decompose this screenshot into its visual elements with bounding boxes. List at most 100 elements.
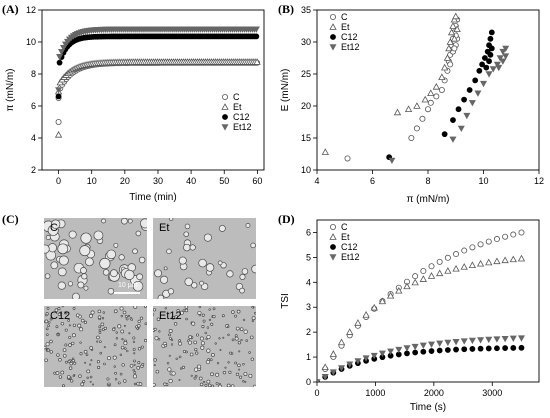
y-tick-label: 4 (306, 277, 311, 287)
droplet (68, 230, 77, 239)
droplet (83, 320, 88, 324)
droplet (46, 333, 49, 336)
droplet (75, 313, 80, 318)
droplet (143, 338, 147, 343)
droplet (72, 323, 77, 327)
data-point-c12 (494, 345, 500, 352)
y-tick-label: 2 (31, 165, 36, 175)
droplet (79, 327, 84, 332)
droplet (112, 355, 117, 360)
droplet (49, 339, 53, 344)
droplet (198, 258, 207, 268)
droplet (221, 314, 225, 318)
droplet (157, 294, 165, 299)
droplet (62, 353, 67, 358)
droplet (201, 313, 205, 317)
data-point-et12 (317, 379, 321, 382)
droplet (97, 309, 102, 314)
data-point-et (321, 363, 329, 370)
droplet (89, 375, 93, 379)
droplet (206, 348, 211, 353)
data-point-et12 (436, 340, 444, 347)
legend-marker-c (330, 13, 337, 20)
droplet (139, 316, 144, 320)
data-point-c (493, 236, 500, 243)
y-axis-label: E (mN/m) (280, 69, 291, 112)
series-c12 (317, 344, 525, 382)
droplet (178, 355, 182, 359)
droplet (153, 308, 157, 312)
droplet (182, 309, 186, 312)
droplet (62, 348, 67, 352)
droplet (193, 340, 197, 345)
droplet (251, 316, 256, 321)
droplet (103, 326, 107, 330)
droplet (234, 336, 239, 341)
droplet (198, 376, 203, 381)
data-point-et12 (56, 54, 64, 61)
droplet (243, 372, 248, 376)
droplet (133, 363, 136, 366)
droplet (208, 308, 211, 311)
data-point-et12 (449, 136, 457, 143)
data-point-et (449, 22, 457, 29)
data-point-c12 (436, 347, 443, 354)
droplet (81, 273, 88, 280)
legend-label-c12: C12 (341, 242, 358, 252)
droplet (127, 218, 133, 224)
droplet (68, 366, 73, 370)
data-point-c (408, 134, 415, 141)
chart-b-dilational-modulus: 4 6 8 10 12 10 15 20 25 30 35 π (mN/m) E (mN/m) CEtC1… (280, 5, 544, 205)
x-tick-label: 50 (219, 176, 229, 186)
data-point-et (393, 108, 402, 116)
droplet (107, 288, 115, 295)
droplet (67, 359, 71, 363)
droplet (178, 378, 181, 381)
droplet (68, 343, 72, 347)
droplet (189, 352, 194, 357)
droplet (132, 280, 144, 292)
droplet (206, 379, 211, 384)
y-tick-label: 3 (306, 302, 311, 312)
droplet (212, 314, 216, 319)
micrograph-label: C (50, 222, 58, 234)
legend-label-et12: Et12 (341, 42, 360, 52)
droplet (93, 230, 104, 241)
droplet (156, 317, 161, 322)
x-tick-label: 1000 (365, 388, 385, 398)
droplet (227, 361, 230, 364)
droplet (248, 373, 253, 378)
droplet (194, 374, 198, 378)
data-point-c (469, 244, 476, 251)
data-point-et (450, 15, 459, 23)
panel-letter-d: (D) (278, 212, 295, 226)
droplet (124, 269, 135, 281)
data-point-et12 (468, 100, 476, 107)
data-point-et (452, 264, 460, 272)
droplet (123, 341, 128, 346)
droplet (154, 336, 159, 341)
scale-bar (114, 292, 140, 294)
droplet (120, 345, 125, 350)
series-c (55, 59, 261, 126)
data-point-et (443, 54, 452, 61)
data-point-et (370, 303, 378, 311)
series-et (321, 12, 461, 155)
y-axis-label: TSI (280, 293, 291, 309)
data-point-et12 (485, 71, 493, 78)
legend-marker-et12 (329, 44, 337, 51)
data-point-et (346, 328, 354, 335)
droplet (250, 242, 256, 249)
droplet (98, 328, 102, 332)
y-tick-label: 5 (306, 252, 311, 262)
droplet (207, 383, 212, 387)
x-tick-label: 12 (534, 176, 544, 186)
droplet (242, 380, 245, 383)
droplet (185, 317, 188, 321)
x-tick-label: 0 (56, 176, 61, 186)
droplet (57, 281, 66, 290)
droplet (198, 314, 201, 317)
x-tick-label: 30 (153, 176, 163, 186)
droplet (251, 306, 254, 309)
